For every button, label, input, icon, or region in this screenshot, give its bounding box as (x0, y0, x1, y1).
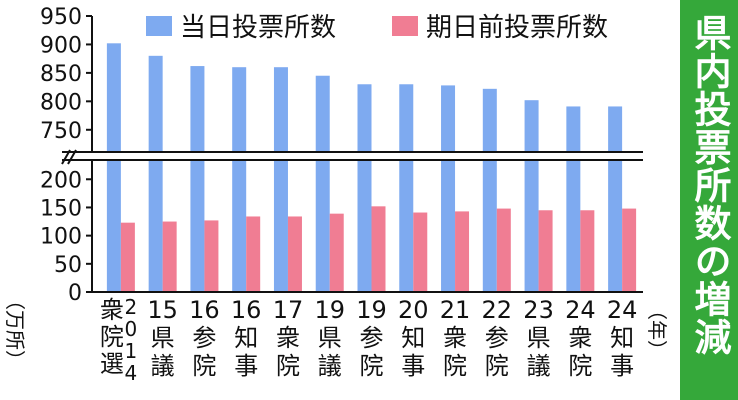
side-title-panel: 県内投票所数の増減 (680, 0, 738, 400)
bar-election-day (315, 75, 330, 292)
bar-election-day (232, 67, 247, 292)
category-year: 24 (607, 296, 638, 324)
y-tick-label: 850 (40, 62, 82, 87)
category-label-char: 院 (443, 352, 467, 380)
y-tick-label: 50 (54, 253, 82, 278)
category-year-char: 4 (125, 361, 138, 385)
category-year-char: 0 (125, 317, 138, 341)
bar-early-voting (162, 221, 177, 292)
bar-election-day (482, 88, 497, 292)
bar-election-day (566, 106, 581, 292)
category-label-char: 事 (401, 352, 425, 380)
category-label-char: 知 (610, 324, 634, 352)
category-year: 19 (314, 296, 345, 324)
bar-early-voting (120, 222, 135, 292)
category-label-char: 知 (234, 324, 258, 352)
category-label-char: 選 (100, 350, 124, 378)
y-tick-label: 950 (40, 5, 82, 30)
bar-early-voting (371, 206, 386, 292)
bar-early-voting (413, 212, 428, 292)
bar-early-voting (496, 208, 511, 292)
bar-election-day (148, 55, 163, 293)
axis-break-gap (84, 152, 643, 160)
category-label-char: 衆 (443, 324, 467, 352)
y-tick-label: 750 (40, 119, 82, 144)
category-year-char: 2 (125, 295, 138, 319)
category-label-char: 衆 (100, 296, 124, 324)
category-label-char: 事 (610, 352, 634, 380)
bar-early-voting (538, 210, 553, 292)
y-tick-label: 800 (40, 90, 82, 115)
legend-label-election-day: 当日投票所数 (180, 13, 336, 43)
category-year: 22 (482, 296, 513, 324)
category-label-char: 院 (485, 352, 509, 380)
bar-election-day (441, 85, 456, 292)
category-label-char: 事 (234, 352, 258, 380)
bar-election-day (357, 84, 372, 293)
category-label-char: 院 (192, 352, 216, 380)
y-tick-label: 0 (68, 281, 82, 306)
y-tick-label: 150 (40, 196, 82, 221)
bar-early-voting (204, 220, 219, 292)
category-year: 19 (356, 296, 387, 324)
y-tick-label: 200 (40, 168, 82, 193)
category-label-char: 参 (192, 324, 216, 352)
category-label-char: 県 (318, 324, 342, 352)
category-label-char: 議 (527, 352, 551, 380)
category-label-char: 院 (276, 352, 300, 380)
category-year: 20 (398, 296, 429, 324)
category-label-char: 衆 (568, 324, 592, 352)
bar-election-day (190, 66, 205, 292)
category-year: 24 (565, 296, 596, 324)
category-label-char: 議 (318, 352, 342, 380)
category-label-char: 議 (151, 352, 175, 380)
category-label-char: 院 (568, 352, 592, 380)
category-label-char: 参 (485, 324, 509, 352)
category-year: 21 (440, 296, 471, 324)
bar-election-day (608, 106, 623, 292)
category-label-char: 衆 (276, 324, 300, 352)
legend-swatch-election-day (146, 16, 172, 36)
axis-break-mark (61, 149, 77, 165)
category-label-char: 県 (527, 324, 551, 352)
bar-early-voting (622, 208, 637, 292)
category-year: 17 (273, 296, 304, 324)
y-tick-label: 900 (40, 33, 82, 58)
category-label-char: 院 (360, 352, 384, 380)
category-label-char: 県 (151, 324, 175, 352)
bar-election-day (524, 100, 539, 292)
y-tick-label: 100 (40, 225, 82, 250)
bar-election-day (399, 84, 414, 293)
category-label-char: 知 (401, 324, 425, 352)
legend-swatch-early-voting (392, 16, 418, 36)
category-label-char: 参 (360, 324, 384, 352)
bar-early-voting (580, 210, 595, 292)
category-year: 16 (189, 296, 220, 324)
bar-early-voting (329, 213, 344, 292)
legend-label-early-voting: 期日前投票所数 (426, 13, 608, 43)
category-label-char: 院 (100, 323, 124, 351)
category-year: 15 (147, 296, 178, 324)
year-label: （年） (645, 300, 669, 360)
category-year: 23 (523, 296, 554, 324)
side-title: 県内投票所数の増減 (688, 14, 731, 356)
category-year-char: 1 (125, 339, 138, 363)
bar-early-voting (246, 216, 261, 292)
bar-election-day (106, 43, 121, 292)
bar-election-day (273, 67, 288, 292)
unit-label: （万所） (3, 290, 27, 370)
bar-early-voting (455, 211, 470, 292)
category-year: 16 (231, 296, 262, 324)
bar-early-voting (287, 216, 302, 292)
